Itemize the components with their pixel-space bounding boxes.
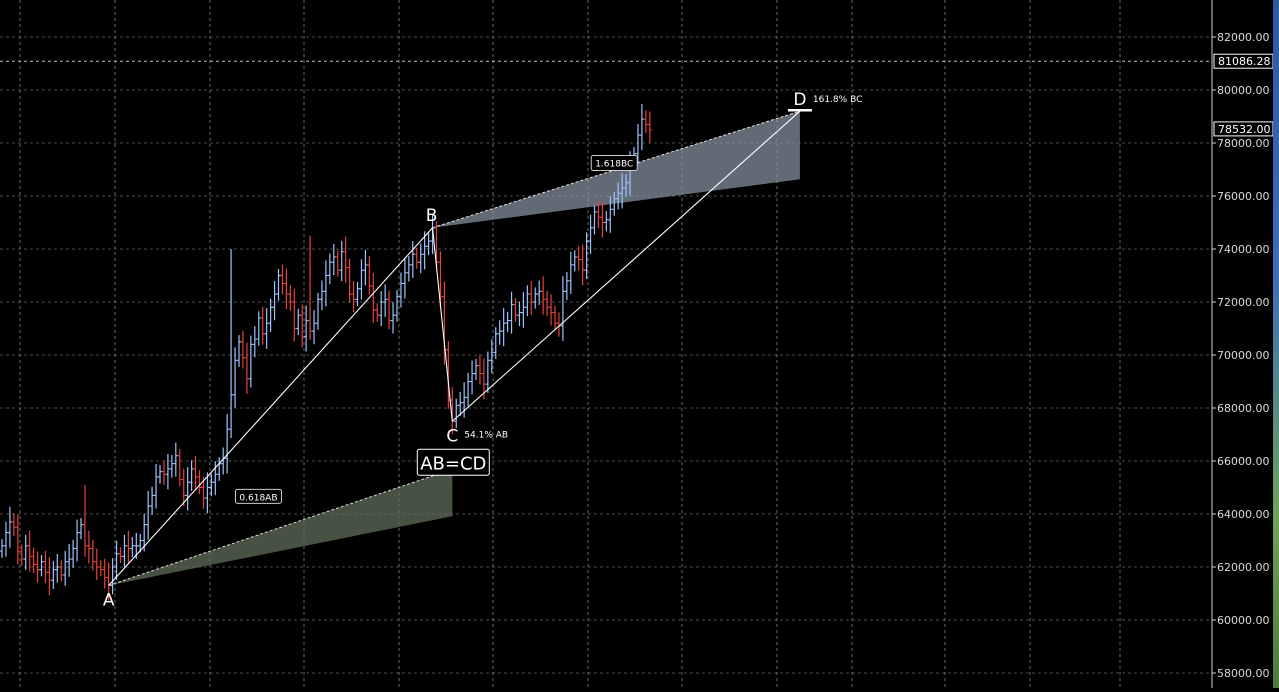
price-tick-label: 80000.00 (1217, 84, 1270, 97)
ab-projection-edge (108, 468, 453, 587)
price-tick-label: 58000.00 (1217, 667, 1270, 680)
price-tick-label: 74000.00 (1217, 243, 1270, 256)
abcd-label: AB=CD (420, 453, 486, 474)
abcd-label-box[interactable]: AB=CD (416, 448, 490, 476)
point-label-c: C (446, 426, 458, 446)
1618bc-box (590, 155, 638, 171)
last-price-tag: 78532.00 (1213, 121, 1274, 137)
price-tick-label: 72000.00 (1217, 296, 1270, 309)
last-price-value: 78532.00 (1218, 123, 1271, 136)
1618bc-label-box[interactable]: 1.618BC (590, 155, 638, 171)
abcd-pattern[interactable]: A B C 54.1% AB D 161.8% BC AB=CD 0.618AB… (103, 90, 863, 610)
0618ab-label: 0.618AB (239, 493, 277, 503)
pattern-leg-ab[interactable] (108, 227, 433, 586)
point-label-b: B (426, 206, 438, 226)
price-tick-label: 68000.00 (1217, 402, 1270, 415)
crosshair-price-value: 81086.28 (1218, 55, 1271, 68)
1618bc-label: 1.618BC (595, 160, 633, 170)
c-ratio-label: 54.1% AB (464, 430, 508, 440)
price-tick-label: 78000.00 (1217, 137, 1270, 150)
price-tick-label: 64000.00 (1217, 508, 1270, 521)
price-tick-label: 76000.00 (1217, 190, 1270, 203)
pattern-leg-cd[interactable] (451, 110, 801, 422)
point-label-d: D (793, 90, 806, 110)
bc-projection-zone (432, 111, 800, 228)
0618ab-label-box[interactable]: 0.618AB (234, 488, 282, 504)
d-ratio-label: 161.8% BC (813, 95, 862, 105)
crosshair-price-tag: 81086.28 (1213, 53, 1274, 69)
window-edge-strip (1273, 0, 1279, 688)
price-tick-label: 62000.00 (1217, 561, 1270, 574)
price-axis-ticks: 82000.00 80000.00 78000.00 76000.00 74000.00… (1212, 31, 1270, 680)
pattern-leg-bc[interactable] (432, 227, 453, 422)
price-tick-label: 66000.00 (1217, 455, 1270, 468)
point-label-a: A (103, 591, 115, 611)
abcd-box (416, 448, 490, 476)
price-tick-label: 60000.00 (1217, 614, 1270, 627)
price-tick-label: 82000.00 (1217, 31, 1270, 44)
ohlc-bars (0, 104, 652, 601)
price-tick-label: 70000.00 (1217, 349, 1270, 362)
grid-lines (0, 0, 1212, 688)
price-axis[interactable]: 82000.00 80000.00 78000.00 76000.00 74000.00… (1211, 0, 1274, 688)
0618ab-box (234, 488, 282, 504)
